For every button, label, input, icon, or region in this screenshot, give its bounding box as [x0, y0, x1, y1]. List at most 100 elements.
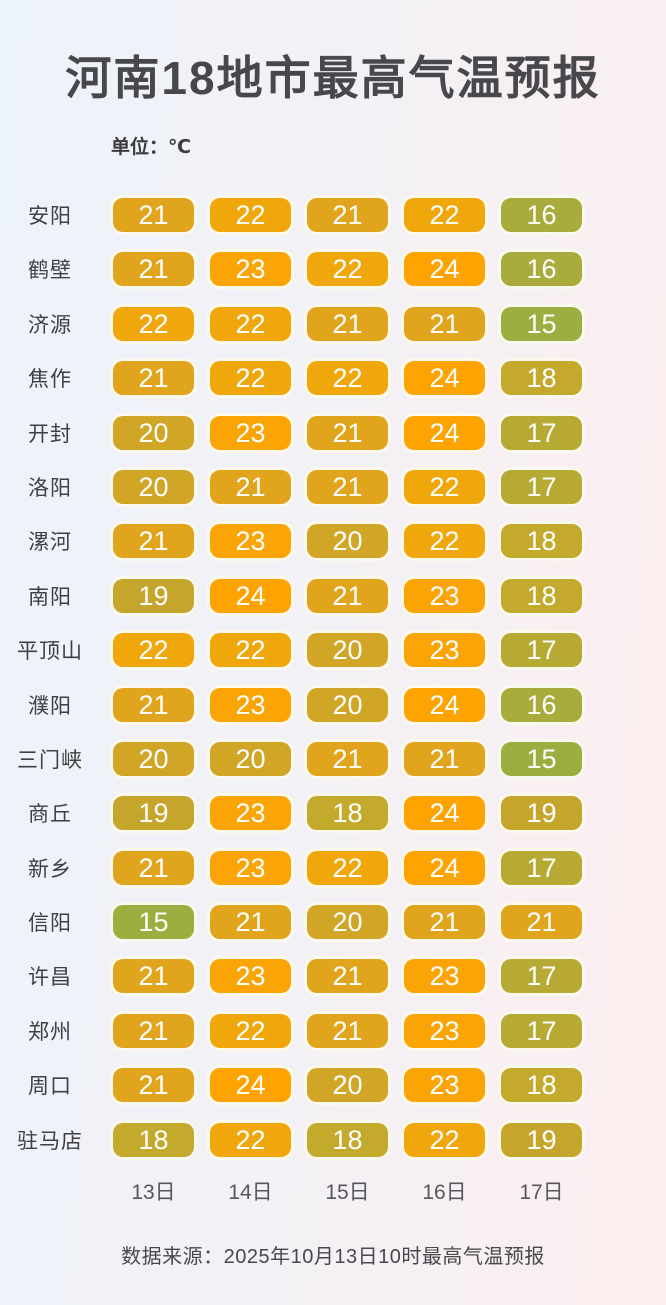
city-label: 漯河	[28, 531, 72, 555]
temp-cell: 22	[110, 630, 197, 671]
grid-row: 鹤壁 21 23 22 24 16	[0, 249, 666, 290]
temp-cell: 24	[401, 684, 488, 725]
temp-cell: 21	[110, 956, 197, 997]
temp-cell: 21	[110, 195, 197, 235]
unit-label: 单位：℃	[111, 137, 192, 158]
temp-cell: 21	[110, 1065, 197, 1106]
temp-cell: 18	[110, 1119, 197, 1160]
temp-cell: 24	[401, 358, 488, 399]
city-label: 焦作	[28, 368, 72, 392]
temp-cell: 22	[207, 303, 294, 344]
temp-cell: 21	[401, 738, 488, 779]
grid-row: 安阳 21 22 21 22 16	[0, 195, 666, 235]
temp-cell: 19	[110, 575, 197, 616]
grid-row: 商丘 19 23 18 24 19	[0, 793, 666, 834]
city-label: 濮阳	[28, 694, 72, 718]
temp-cell: 21	[401, 303, 488, 344]
temp-cell: 20	[110, 738, 197, 779]
city-label: 洛阳	[28, 476, 72, 500]
city-label: 三门峡	[17, 748, 83, 772]
temp-cell: 23	[401, 956, 488, 997]
city-label: 鹤壁	[28, 259, 72, 283]
date-label: 17日	[519, 1180, 564, 1204]
temp-cell: 20	[110, 412, 197, 453]
temp-cell: 24	[401, 249, 488, 290]
temp-cell: 17	[498, 956, 585, 997]
city-label: 济源	[28, 313, 72, 337]
temp-cell: 21	[110, 684, 197, 725]
temp-cell: 23	[401, 630, 488, 671]
grid-row: 信阳 15 21 20 21 21	[0, 902, 666, 943]
temp-cell: 21	[110, 358, 197, 399]
grid-row: 南阳 19 24 21 23 18	[0, 575, 666, 616]
date-label: 15日	[325, 1180, 370, 1204]
temp-cell: 19	[498, 793, 585, 834]
temp-cell: 21	[304, 303, 391, 344]
city-label: 周口	[28, 1075, 72, 1099]
temp-cell: 21	[304, 956, 391, 997]
temp-cell: 20	[304, 902, 391, 943]
temp-cell: 20	[304, 521, 391, 562]
grid-row: 开封 20 23 21 24 17	[0, 412, 666, 453]
temp-cell: 22	[304, 249, 391, 290]
temp-cell: 22	[401, 466, 488, 507]
temp-cell: 22	[401, 195, 488, 235]
city-label: 郑州	[28, 1020, 72, 1044]
temp-cell: 21	[304, 466, 391, 507]
source-note: 数据来源：2025年10月13日10时最高气温预报	[121, 1245, 545, 1268]
temp-cell: 20	[304, 684, 391, 725]
temp-cell: 23	[207, 412, 294, 453]
temp-cell: 22	[207, 358, 294, 399]
temp-cell: 17	[498, 1010, 585, 1051]
grid-row: 三门峡 20 20 21 21 15	[0, 738, 666, 779]
city-label: 平顶山	[17, 640, 83, 664]
date-label: 16日	[422, 1180, 467, 1204]
date-label: 14日	[228, 1180, 273, 1204]
temp-cell: 24	[401, 412, 488, 453]
temp-cell: 21	[304, 738, 391, 779]
grid-row: 新乡 21 23 22 24 17	[0, 847, 666, 888]
temp-cell: 18	[498, 521, 585, 562]
temp-cell: 21	[110, 521, 197, 562]
temp-cell: 24	[207, 575, 294, 616]
city-label: 许昌	[28, 966, 72, 990]
temp-cell: 24	[401, 793, 488, 834]
temp-cell: 17	[498, 847, 585, 888]
grid-row: 许昌 21 23 21 23 17	[0, 956, 666, 997]
date-axis: 13日 14日 15日 16日 17日	[0, 1176, 666, 1206]
temp-cell: 21	[207, 466, 294, 507]
grid-row: 濮阳 21 23 20 24 16	[0, 684, 666, 725]
temp-cell: 21	[304, 195, 391, 235]
temp-cell: 21	[498, 902, 585, 943]
temp-cell: 18	[498, 575, 585, 616]
grid-row: 郑州 21 22 21 23 17	[0, 1010, 666, 1051]
temp-cell: 23	[401, 1010, 488, 1051]
grid-row: 焦作 21 22 22 24 18	[0, 358, 666, 399]
temp-cell: 22	[110, 303, 197, 344]
temp-cell: 16	[498, 195, 585, 235]
temp-cell: 24	[207, 1065, 294, 1106]
temp-cell: 21	[110, 249, 197, 290]
temp-cell: 23	[401, 575, 488, 616]
temp-cell: 18	[304, 793, 391, 834]
city-label: 安阳	[28, 205, 72, 228]
temp-cell: 22	[304, 358, 391, 399]
temp-cell: 17	[498, 412, 585, 453]
temp-cell: 23	[207, 684, 294, 725]
temp-cell: 23	[207, 249, 294, 290]
grid-row: 平顶山 22 22 20 23 17	[0, 630, 666, 671]
temp-cell: 20	[110, 466, 197, 507]
city-label: 南阳	[28, 585, 72, 609]
date-label: 13日	[131, 1180, 176, 1204]
temp-cell: 21	[304, 575, 391, 616]
temp-cell: 19	[498, 1119, 585, 1160]
temperature-grid: 安阳 21 22 21 22 16 鹤壁 21 23 22 24 16 济源 22 22 21 21 15 焦作 21…	[0, 195, 666, 1160]
temp-cell: 23	[207, 793, 294, 834]
temp-cell: 20	[207, 738, 294, 779]
temp-cell: 22	[401, 1119, 488, 1160]
temp-cell: 21	[304, 412, 391, 453]
temp-cell: 18	[304, 1119, 391, 1160]
temp-cell: 17	[498, 630, 585, 671]
temp-cell: 18	[498, 1065, 585, 1106]
